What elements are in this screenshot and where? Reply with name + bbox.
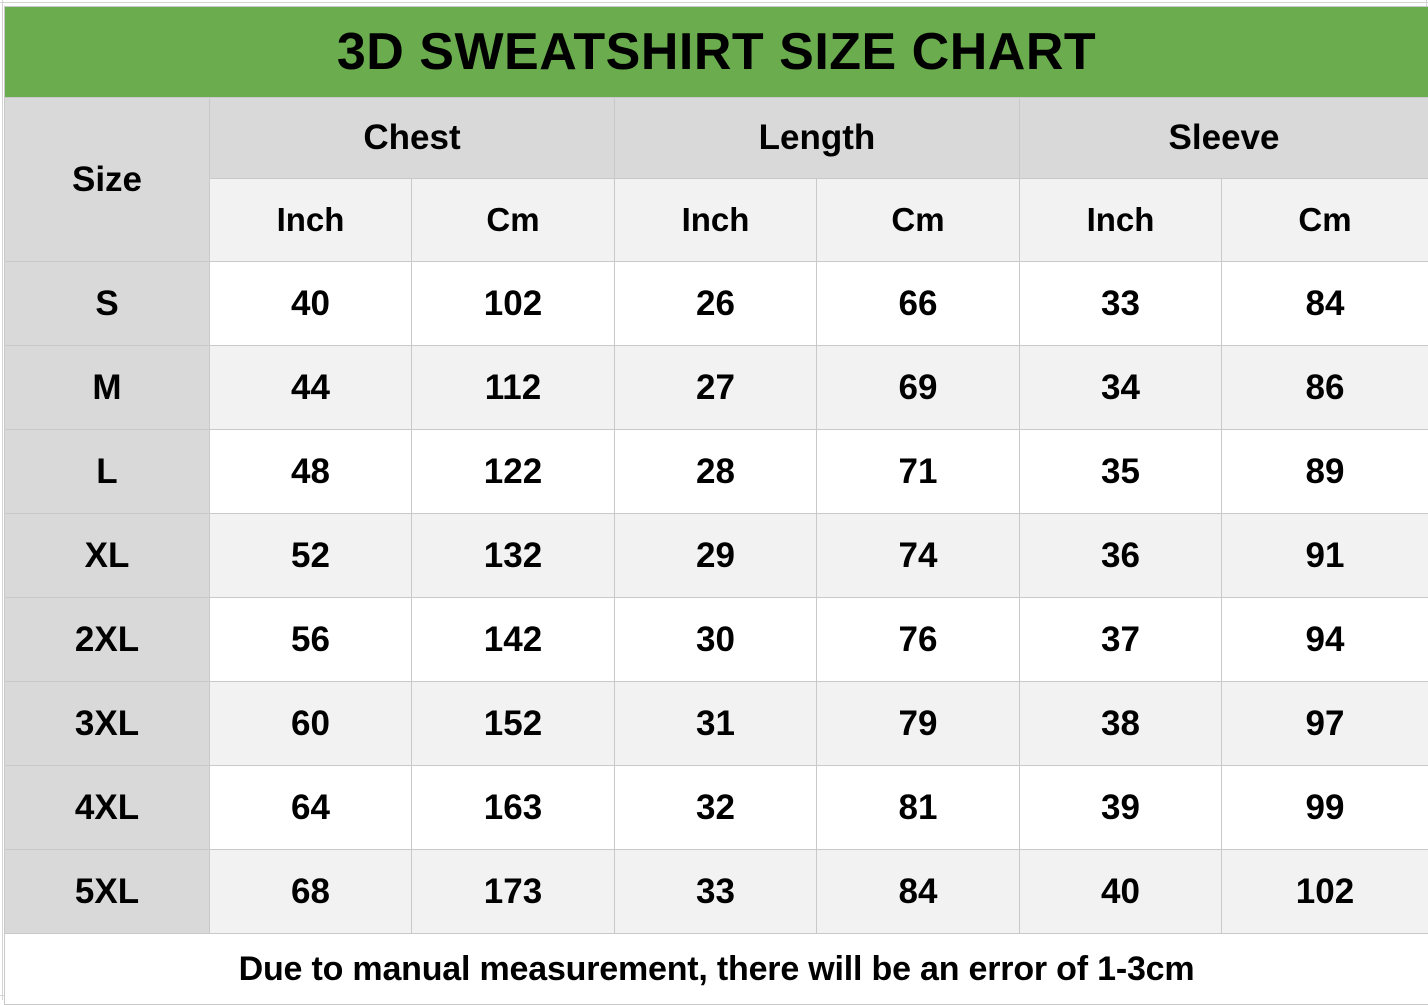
table-header: 3D SWEATSHIRT SIZE CHART Size Chest Leng…: [5, 7, 1428, 262]
measurement-cell-sleeve-cm: 97: [1222, 682, 1428, 766]
measurement-cell-chest-cm: 173: [412, 850, 615, 934]
measurement-cell-sleeve-cm: 91: [1222, 514, 1428, 598]
header-unit-chest-cm: Cm: [412, 179, 615, 262]
measurement-cell-sleeve-inch: 39: [1020, 766, 1222, 850]
measurement-cell-chest-inch: 64: [210, 766, 412, 850]
header-unit-chest-inch: Inch: [210, 179, 412, 262]
size-label-cell: 2XL: [5, 598, 210, 682]
measurement-cell-sleeve-cm: 86: [1222, 346, 1428, 430]
measurement-disclaimer: Due to manual measurement, there will be…: [5, 934, 1428, 1005]
size-chart-container: 3D SWEATSHIRT SIZE CHART Size Chest Leng…: [4, 6, 1428, 986]
measurement-cell-sleeve-cm: 99: [1222, 766, 1428, 850]
measurement-cell-sleeve-inch: 34: [1020, 346, 1222, 430]
chart-title: 3D SWEATSHIRT SIZE CHART: [5, 7, 1428, 98]
measurement-cell-chest-cm: 132: [412, 514, 615, 598]
measurement-cell-chest-cm: 122: [412, 430, 615, 514]
measurement-cell-length-cm: 71: [817, 430, 1020, 514]
size-label-cell: S: [5, 262, 210, 346]
header-group-sleeve: Sleeve: [1020, 98, 1428, 179]
size-label-cell: 3XL: [5, 682, 210, 766]
measurement-cell-sleeve-inch: 40: [1020, 850, 1222, 934]
size-label-cell: 5XL: [5, 850, 210, 934]
measurement-cell-sleeve-cm: 102: [1222, 850, 1428, 934]
measurement-cell-length-inch: 32: [615, 766, 817, 850]
measurement-cell-sleeve-inch: 36: [1020, 514, 1222, 598]
measurement-cell-length-cm: 74: [817, 514, 1020, 598]
header-size-label: Size: [5, 98, 210, 262]
sheet-gridline: [2, 0, 3, 1000]
measurement-cell-length-cm: 66: [817, 262, 1020, 346]
measurement-cell-chest-cm: 112: [412, 346, 615, 430]
measurement-cell-chest-inch: 68: [210, 850, 412, 934]
measurement-cell-length-inch: 28: [615, 430, 817, 514]
measurement-cell-length-cm: 81: [817, 766, 1020, 850]
measurement-cell-sleeve-inch: 37: [1020, 598, 1222, 682]
header-unit-sleeve-inch: Inch: [1020, 179, 1222, 262]
measurement-cell-chest-inch: 48: [210, 430, 412, 514]
measurement-cell-length-inch: 29: [615, 514, 817, 598]
header-unit-length-inch: Inch: [615, 179, 817, 262]
measurement-cell-length-cm: 76: [817, 598, 1020, 682]
header-group-length: Length: [615, 98, 1020, 179]
size-label-cell: 4XL: [5, 766, 210, 850]
measurement-cell-chest-inch: 52: [210, 514, 412, 598]
size-label-cell: XL: [5, 514, 210, 598]
measurement-cell-length-cm: 79: [817, 682, 1020, 766]
measurement-cell-chest-inch: 44: [210, 346, 412, 430]
measurement-cell-chest-cm: 142: [412, 598, 615, 682]
measurement-cell-chest-inch: 40: [210, 262, 412, 346]
measurement-cell-sleeve-inch: 33: [1020, 262, 1222, 346]
measurement-cell-sleeve-inch: 38: [1020, 682, 1222, 766]
measurement-cell-length-inch: 31: [615, 682, 817, 766]
measurement-cell-chest-cm: 102: [412, 262, 615, 346]
measurement-cell-length-cm: 84: [817, 850, 1020, 934]
header-unit-length-cm: Cm: [817, 179, 1020, 262]
footer-row: Due to manual measurement, there will be…: [5, 934, 1428, 1005]
header-group-chest: Chest: [210, 98, 615, 179]
table-footer: Due to manual measurement, there will be…: [5, 934, 1428, 1005]
measurement-cell-length-inch: 33: [615, 850, 817, 934]
measurement-cell-length-inch: 27: [615, 346, 817, 430]
size-chart-table: 3D SWEATSHIRT SIZE CHART Size Chest Leng…: [4, 6, 1428, 1005]
measurement-cell-length-cm: 69: [817, 346, 1020, 430]
measurement-cell-length-inch: 26: [615, 262, 817, 346]
measurement-cell-chest-inch: 60: [210, 682, 412, 766]
measurement-cell-sleeve-cm: 94: [1222, 598, 1428, 682]
measurement-cell-sleeve-inch: 35: [1020, 430, 1222, 514]
header-unit-sleeve-cm: Cm: [1222, 179, 1428, 262]
header-group-row: Size Chest Length Sleeve: [5, 98, 1428, 179]
size-label-cell: L: [5, 430, 210, 514]
measurement-cell-length-inch: 30: [615, 598, 817, 682]
title-row: 3D SWEATSHIRT SIZE CHART: [5, 7, 1428, 98]
measurement-cell-sleeve-cm: 89: [1222, 430, 1428, 514]
measurement-cell-chest-cm: 152: [412, 682, 615, 766]
measurement-cell-chest-inch: 56: [210, 598, 412, 682]
size-label-cell: M: [5, 346, 210, 430]
sheet-gridline: [0, 2, 1428, 3]
measurement-cell-chest-cm: 163: [412, 766, 615, 850]
measurement-cell-sleeve-cm: 84: [1222, 262, 1428, 346]
header-unit-row: Inch Cm Inch Cm Inch Cm: [5, 179, 1428, 262]
